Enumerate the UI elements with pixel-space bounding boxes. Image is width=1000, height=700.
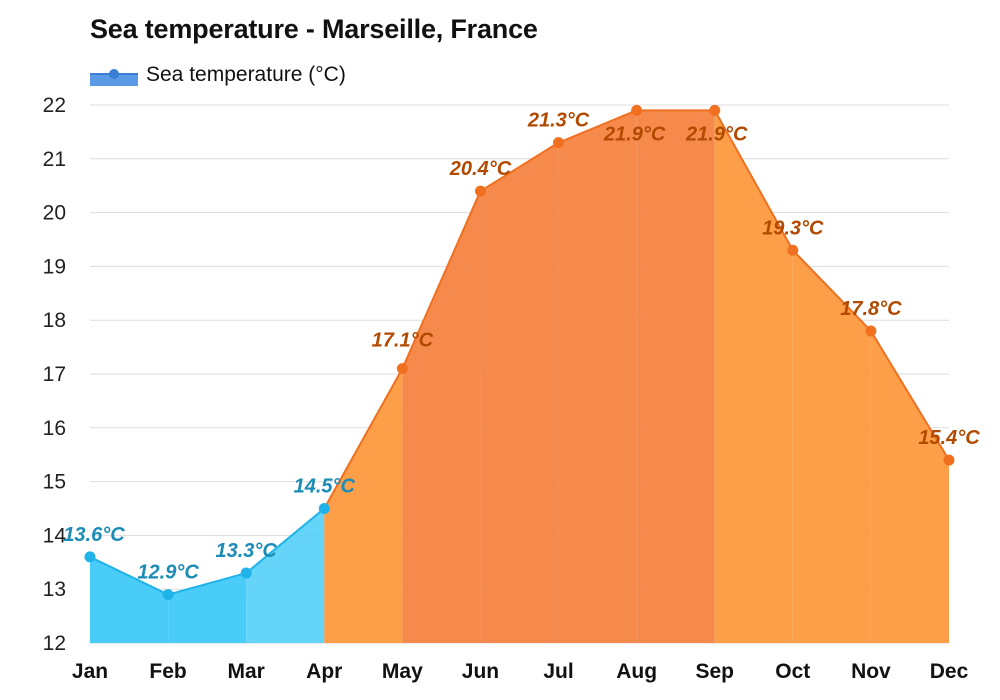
- data-label-jul: 21.3°C: [527, 110, 590, 132]
- data-point-mar: [240, 567, 252, 579]
- area-segment-feb: [168, 573, 247, 643]
- y-tick-label: 14: [43, 524, 67, 547]
- x-tick-label-sep: Sep: [695, 660, 734, 683]
- line-segment-oct: [792, 249, 872, 332]
- area-segment-jan: [90, 556, 169, 643]
- data-label-may: 17.1°C: [372, 330, 434, 352]
- x-tick-label-apr: Apr: [306, 660, 342, 683]
- x-tick-label-nov: Nov: [851, 660, 891, 683]
- area-segment-mar: [246, 508, 325, 643]
- data-label-dec: 15.4°C: [918, 427, 980, 449]
- line-segment-nov: [870, 330, 950, 461]
- data-label-nov: 17.8°C: [840, 298, 902, 320]
- line-segment-sep: [713, 109, 794, 251]
- data-point-apr: [318, 503, 330, 514]
- y-tick-label: 22: [43, 94, 66, 117]
- area-segment-oct: [792, 250, 871, 643]
- area-segment-nov: [870, 330, 949, 643]
- x-tick-label-mar: Mar: [228, 660, 265, 683]
- line-layer: [89, 109, 950, 596]
- area-segment-jun: [480, 142, 559, 643]
- line-segment-jun: [479, 141, 560, 192]
- y-axis: 12 13 14 15 16 17 18 19 20 21 22: [43, 94, 67, 655]
- area-segment-apr: [324, 368, 403, 643]
- y-tick-label: 12: [43, 632, 66, 655]
- y-tick-label: 20: [43, 202, 66, 225]
- y-tick-label: 13: [43, 578, 66, 601]
- x-tick-label-feb: Feb: [149, 660, 186, 683]
- legend-label: Sea temperature (°C): [146, 63, 346, 86]
- data-label-feb: 12.9°C: [137, 562, 199, 584]
- data-label-mar: 13.3°C: [215, 540, 277, 562]
- data-label-oct: 19.3°C: [762, 217, 824, 239]
- point-layer: [84, 104, 955, 601]
- x-tick-label-aug: Aug: [616, 660, 657, 683]
- y-tick-label: 21: [43, 148, 66, 171]
- data-point-jul: [553, 137, 565, 149]
- data-label-jun: 20.4°C: [449, 158, 512, 180]
- data-label-aug: 21.9°C: [603, 123, 666, 145]
- label-layer: 13.6°C 12.9°C 13.3°C 14.5°C 17.1°C 20.4°C 21.3…: [63, 110, 980, 584]
- data-label-jan: 13.6°C: [63, 524, 125, 546]
- legend-swatch-marker: [109, 69, 119, 79]
- data-point-feb: [162, 589, 174, 601]
- area-segment-aug: [636, 110, 715, 643]
- data-point-jun: [474, 185, 486, 197]
- line-segment-mar: [245, 507, 325, 574]
- data-point-may: [396, 363, 408, 375]
- x-tick-label-jul: Jul: [543, 660, 573, 683]
- line-segment-jul: [558, 109, 638, 144]
- legend-swatch-fill: [90, 74, 138, 86]
- data-label-apr: 14.5°C: [294, 476, 356, 498]
- x-tick-label-oct: Oct: [775, 660, 810, 683]
- data-point-oct: [787, 244, 799, 256]
- chart-title: Sea temperature - Marseille, France: [90, 14, 538, 44]
- legend-swatch: [90, 69, 138, 86]
- area-segment-may: [402, 191, 481, 643]
- area-segment-sep: [714, 110, 793, 643]
- line-segment-jan: [89, 556, 169, 596]
- data-point-sep: [709, 104, 721, 116]
- x-tick-label-jun: Jun: [462, 660, 499, 683]
- line-segment-feb: [167, 572, 247, 596]
- y-tick-label: 17: [43, 363, 66, 386]
- data-point-aug: [631, 104, 643, 116]
- legend: Sea temperature (°C): [90, 62, 346, 88]
- x-tick-label-may: May: [382, 660, 423, 683]
- y-tick-label: 18: [43, 309, 66, 332]
- area-layer: [90, 110, 949, 643]
- data-point-nov: [865, 325, 877, 337]
- y-tick-label: 16: [43, 417, 66, 440]
- y-tick-label: 15: [43, 471, 66, 494]
- data-label-sep: 21.9°C: [685, 123, 748, 145]
- data-point-dec: [943, 454, 955, 466]
- x-axis: Jan Feb Mar Apr May Jun Jul Aug Sep Oct Nov Dec: [72, 660, 969, 683]
- y-tick-label: 19: [43, 255, 66, 278]
- x-tick-label-dec: Dec: [930, 660, 969, 683]
- area-segment-jul: [558, 110, 637, 643]
- line-segment-may: [401, 190, 482, 370]
- data-point-jan: [84, 551, 96, 563]
- x-tick-label-jan: Jan: [72, 660, 108, 683]
- line-segment-apr: [323, 368, 404, 509]
